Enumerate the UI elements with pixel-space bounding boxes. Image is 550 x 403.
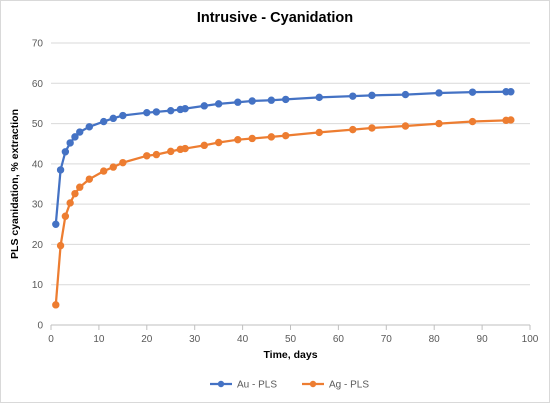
data-point (507, 88, 515, 96)
x-tick-label: 40 (237, 334, 249, 345)
data-point (52, 301, 60, 309)
x-tick-label: 70 (381, 334, 393, 345)
data-point (143, 108, 151, 117)
data-point (71, 133, 79, 141)
data-point (468, 88, 477, 96)
data-point (76, 183, 84, 191)
data-point (56, 241, 65, 250)
data-point (167, 106, 175, 115)
x-tick-label: 30 (189, 334, 201, 345)
data-point (214, 100, 223, 108)
y-tick-label: 40 (32, 159, 44, 170)
y-tick-label: 50 (32, 119, 44, 130)
data-point (85, 175, 94, 183)
y-tick-label: 60 (32, 79, 44, 90)
data-point (52, 220, 60, 228)
data-point (349, 125, 357, 134)
data-point (109, 163, 117, 171)
data-point (119, 111, 127, 120)
series-2 (52, 116, 515, 309)
data-point (248, 97, 256, 105)
x-tick-label: 20 (141, 334, 153, 345)
data-point (167, 147, 175, 156)
data-point (181, 104, 189, 113)
legend-label: Ag - PLS (329, 380, 369, 391)
data-point (234, 135, 242, 144)
x-axis-title: Time, days (263, 349, 317, 361)
series-line (54, 118, 511, 305)
legend-marker (309, 380, 317, 388)
data-point (507, 116, 515, 124)
data-point (401, 122, 410, 130)
gridlines (51, 42, 530, 286)
data-point (71, 189, 79, 198)
data-point (349, 92, 357, 100)
series-1 (52, 88, 515, 228)
data-point (435, 89, 443, 97)
y-tick-label: 10 (32, 280, 44, 291)
data-point (282, 95, 290, 104)
data-point (315, 93, 323, 102)
x-tick-label: 80 (429, 334, 441, 345)
data-point (56, 166, 65, 174)
data-point (99, 117, 108, 126)
data-point (234, 98, 242, 106)
legend-item: Ag - PLS (302, 380, 369, 391)
data-point (109, 114, 117, 123)
data-point (66, 199, 74, 207)
x-tick-label: 90 (477, 334, 489, 345)
data-point (368, 91, 376, 100)
data-point (282, 131, 290, 140)
data-point (152, 108, 161, 116)
legend-marker (217, 380, 225, 388)
y-tick-label: 0 (37, 321, 43, 332)
axes (50, 324, 531, 330)
legend-item: Au - PLS (210, 380, 277, 391)
data-point (66, 139, 74, 147)
data-point (61, 148, 70, 156)
tick-labels: 0 10 20 30 40 50 60 70 0 10 20 30 40 50 60 70 80 90 100 (32, 39, 539, 346)
series-layer (52, 88, 515, 309)
chart-title: Intrusive - Cyanidation (196, 10, 354, 26)
x-tick-label: 10 (93, 334, 105, 345)
x-tick-label: 60 (333, 334, 345, 345)
y-tick-label: 20 (32, 240, 44, 251)
data-point (468, 117, 477, 126)
data-point (248, 134, 256, 143)
y-tick-label: 70 (32, 39, 44, 50)
data-point (85, 123, 94, 131)
data-point (401, 90, 410, 99)
data-point (61, 212, 70, 220)
data-point (267, 133, 276, 141)
y-axis-title: PLS cyanidation, % extraction (9, 109, 21, 259)
data-point (200, 102, 208, 110)
data-point (368, 124, 376, 132)
data-point (152, 150, 161, 159)
data-point (76, 128, 84, 136)
data-point (119, 158, 127, 167)
data-point (214, 138, 223, 147)
data-point (143, 152, 151, 160)
y-tick-label: 30 (32, 200, 44, 211)
data-point (99, 167, 108, 175)
data-point (315, 128, 323, 137)
legend: Au - PLS Ag - PLS (210, 380, 369, 391)
data-point (267, 96, 276, 104)
data-point (181, 144, 189, 153)
x-tick-label: 0 (48, 334, 54, 345)
x-tick-label: 50 (285, 334, 297, 345)
data-point (200, 141, 208, 150)
x-tick-label: 100 (522, 334, 539, 345)
legend-label: Au - PLS (237, 380, 277, 391)
data-point (435, 119, 443, 128)
